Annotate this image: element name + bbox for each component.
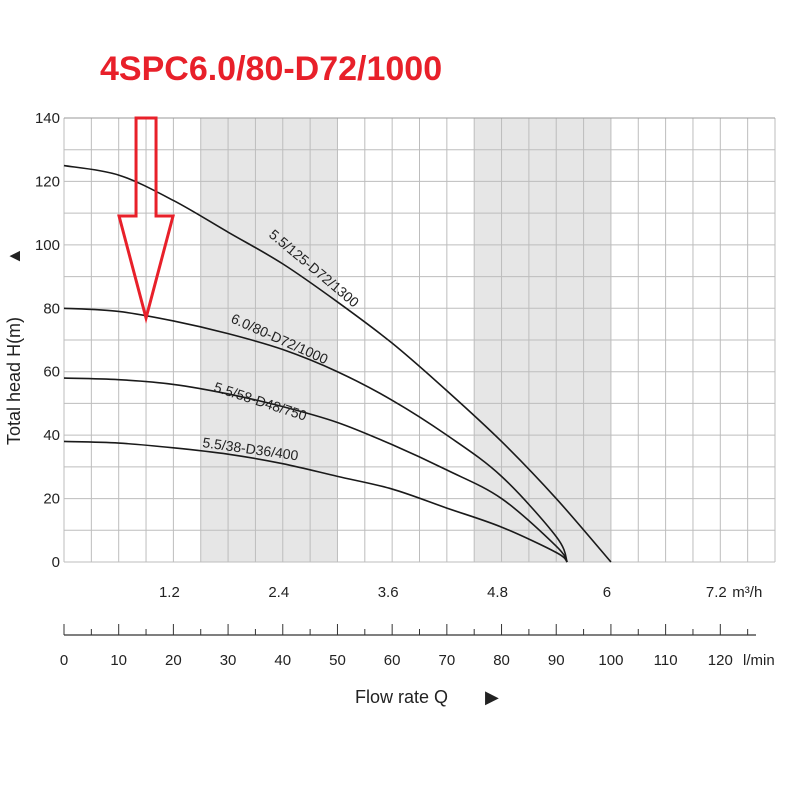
series-curve-1 (63, 307, 568, 563)
x2-tick-label: 3.6 (378, 584, 399, 601)
series-curve-2 (63, 377, 568, 563)
arrow-shape (117, 116, 175, 324)
series-curve-0 (63, 164, 612, 563)
y-tick-label: 100 (35, 237, 60, 254)
x2-tick-label: 2.4 (268, 584, 289, 601)
x-tick-label: 90 (548, 652, 565, 669)
y-tick-label: 60 (43, 364, 60, 381)
grid (63, 117, 776, 563)
y-axis-arrow-icon: ▲ (4, 247, 24, 265)
y-tick-labels: 0 20 40 60 80 100 120 140 (35, 110, 60, 571)
x-axis-arrow-icon: ▶ (485, 687, 499, 707)
x-tick-label: 0 (60, 652, 68, 669)
x-tick-label: 10 (110, 652, 127, 669)
x-tick-label: 70 (439, 652, 456, 669)
x-tick-label: 110 (654, 652, 678, 669)
x-unit-label: l/min (743, 652, 775, 669)
x-tick-label: 120 (708, 652, 733, 669)
x-tick-label: 60 (384, 652, 401, 669)
x-axis-label: Flow rate Q (355, 687, 448, 707)
x-tick-label: 80 (493, 652, 510, 669)
x-tick-label: 40 (274, 652, 291, 669)
x-tick-label: 50 (329, 652, 346, 669)
red-arrow-annotation (117, 116, 175, 324)
series-curve-3 (63, 440, 568, 563)
x2-tick-label: 6 (603, 584, 611, 601)
series-curves (63, 164, 612, 563)
x2-unit-label: m³/h (732, 584, 762, 601)
x2-tick-label: 1.2 (159, 584, 180, 601)
x2-tick-label: 7.2 (706, 584, 727, 601)
y-tick-label: 20 (43, 491, 60, 508)
chart-title: 4SPC6.0/80-D72/1000 (100, 50, 442, 88)
x-tick-label: 100 (598, 652, 623, 669)
y-tick-label: 0 (52, 554, 60, 571)
x-tick-label: 20 (165, 652, 182, 669)
y-axis-label: Total head H(m) (4, 317, 24, 445)
x2-tick-labels: 1.2 2.4 3.6 4.8 6 7.2 (159, 584, 727, 601)
x-tick-label: 30 (220, 652, 237, 669)
y-tick-label: 120 (35, 173, 60, 190)
x-axis: 0 10 20 30 40 50 60 70 80 90 100 110 120 (60, 624, 756, 669)
y-tick-label: 80 (43, 300, 60, 317)
y-tick-label: 40 (43, 427, 60, 444)
y-tick-label: 140 (35, 110, 60, 127)
x2-tick-label: 4.8 (487, 584, 508, 601)
